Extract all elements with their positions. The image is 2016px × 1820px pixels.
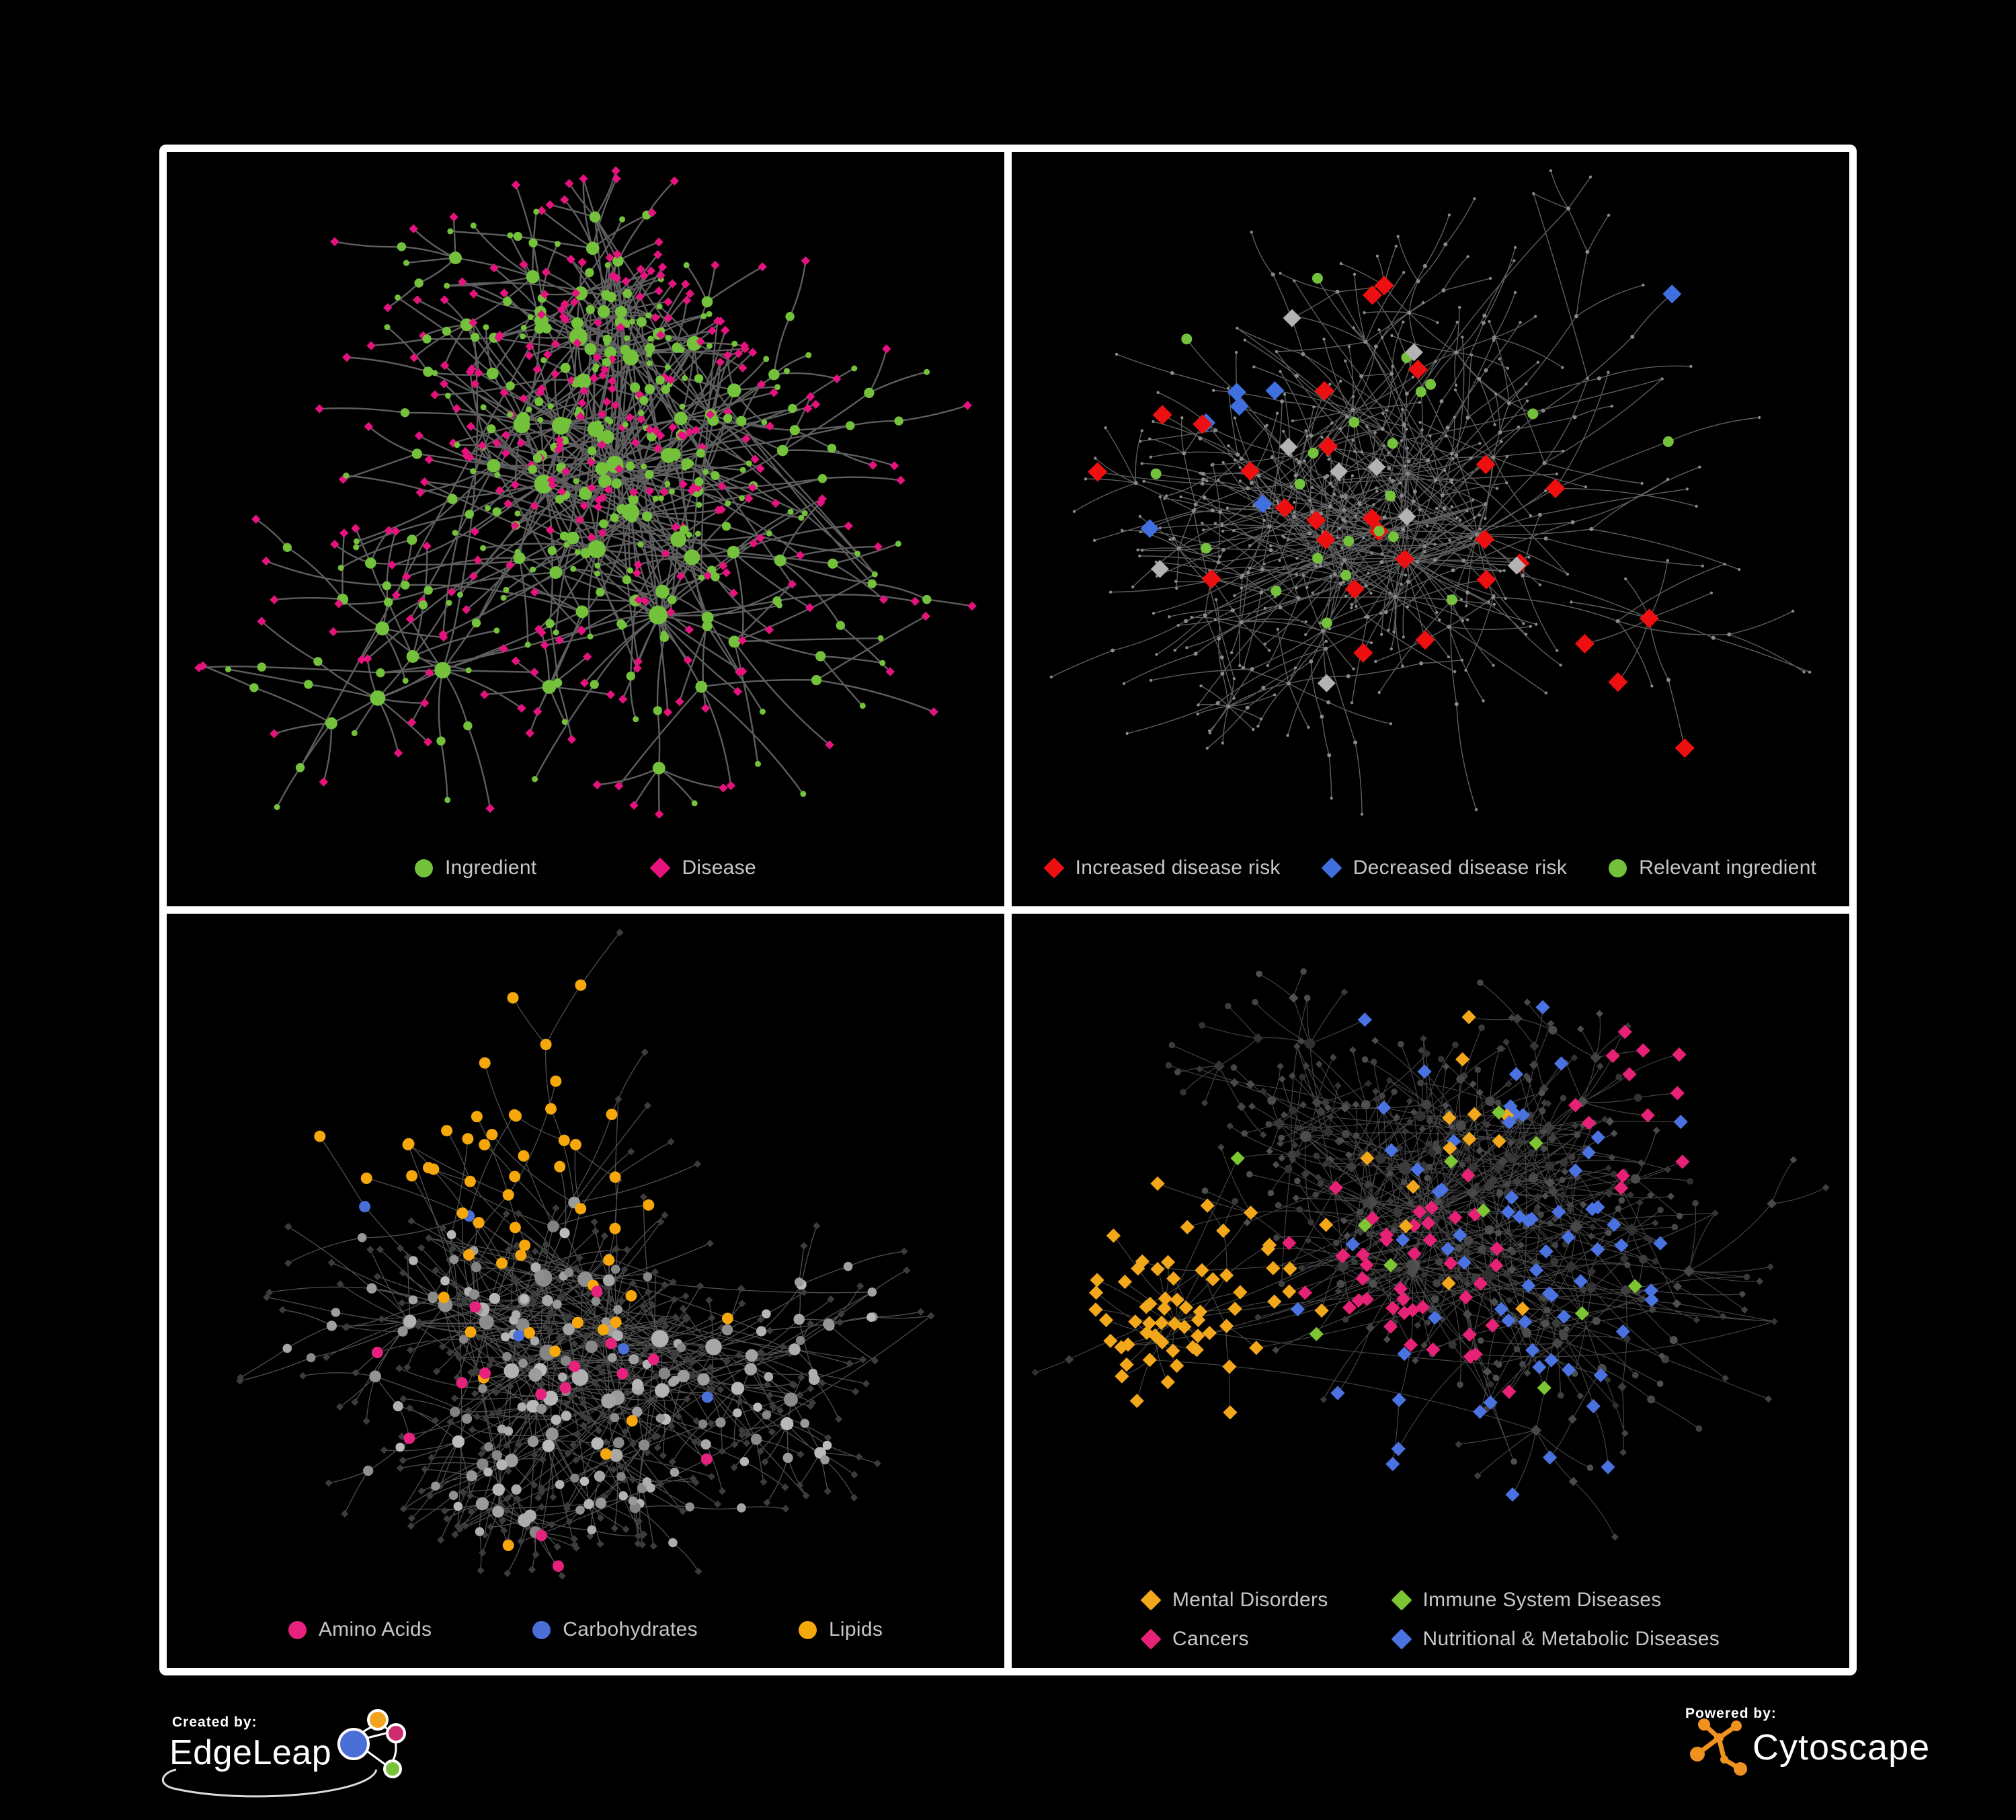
edgeleap-node-magenta [386, 1723, 406, 1743]
legend-circle-marker [532, 1620, 551, 1639]
edgeleap-brand: Created by: EdgeLeap [161, 1702, 430, 1817]
legend-label: Relevant ingredient [1639, 857, 1817, 879]
nutrient-classes-network [236, 928, 935, 1580]
legend-circle-marker [1609, 859, 1627, 877]
legend-item: Cancers [1140, 1628, 1328, 1651]
legend-item: Decreased disease risk [1321, 857, 1568, 879]
ingredient-disease-network [194, 166, 977, 819]
powered-by-label: Powered by: [1685, 1706, 1777, 1721]
legend-circle-marker [415, 859, 434, 877]
legend-label: Cancers [1172, 1628, 1249, 1650]
legend-diamond-marker [1140, 1589, 1162, 1611]
panel-disease-risk: Increased disease risk Decreased disease … [1012, 152, 1849, 906]
legend-circle-marker [798, 1620, 817, 1639]
legend-item: Increased disease risk [1043, 857, 1281, 879]
legend-item: Carbohydrates [532, 1618, 698, 1641]
legend-label: Lipids [828, 1618, 883, 1640]
legend-label: Immune System Diseases [1422, 1589, 1662, 1611]
legend-label: Nutritional & Metabolic Diseases [1422, 1628, 1720, 1650]
legend-diamond-marker [1043, 857, 1065, 879]
cytoscape-brand-name: Cytoscape [1752, 1727, 1930, 1768]
legend-diamond-marker [1390, 1628, 1412, 1650]
disease-risk-legend: Increased disease risk Decreased disease … [1012, 857, 1849, 879]
legend-item: Lipids [798, 1618, 883, 1641]
legend-label: Mental Disorders [1172, 1589, 1328, 1611]
legend-label: Disease [682, 857, 756, 879]
legend-label: Carbohydrates [563, 1618, 698, 1640]
edgeleap-brand-name: EdgeLeap [169, 1733, 331, 1772]
legend-item: Immune System Diseases [1390, 1589, 1720, 1612]
nutrient-classes-legend: Amino Acids Carbohydrates Lipids [167, 1618, 1004, 1641]
panel-ingredient-disease: Ingredient Disease [167, 152, 1004, 906]
cytoscape-brand: Powered by: Cytoscape [1683, 1703, 1972, 1790]
legend-diamond-marker [649, 857, 672, 879]
legend-label: Decreased disease risk [1353, 857, 1568, 879]
edgeleap-node-green [383, 1759, 402, 1778]
panel-disease-categories: Mental Disorders Immune System Diseases Ca… [1012, 914, 1849, 1668]
edgeleap-logo: Created by: EdgeLeap [161, 1709, 406, 1798]
legend-diamond-marker [1140, 1628, 1162, 1650]
disease-categories-legend: Mental Disorders Immune System Diseases Ca… [1012, 1589, 1849, 1651]
legend-item: Relevant ingredient [1609, 857, 1816, 879]
legend-item: Disease [649, 857, 756, 879]
panel-grid: Ingredient Disease Increased disease risk… [159, 145, 1857, 1675]
legend-item: Amino Acids [288, 1618, 432, 1641]
disease-categories-network [1031, 968, 1830, 1541]
created-by-label: Created by: [172, 1714, 257, 1730]
disease-risk-network [1049, 169, 1812, 816]
ingredient-disease-legend: Ingredient Disease [167, 857, 1004, 879]
legend-circle-marker [288, 1620, 307, 1639]
legend-item: Ingredient [415, 857, 536, 879]
legend-item: Mental Disorders [1140, 1589, 1328, 1612]
cytoscape-logo: Powered by: Cytoscape [1685, 1706, 1930, 1776]
edgeleap-node-orange [367, 1709, 389, 1731]
edgeleap-node-blue [337, 1728, 370, 1760]
legend-label: Increased disease risk [1075, 857, 1281, 879]
panel-nutrient-classes: Amino Acids Carbohydrates Lipids [167, 914, 1004, 1668]
edgeleap-swoosh [161, 1768, 378, 1798]
legend-diamond-marker [1321, 857, 1342, 879]
legend-item: Nutritional & Metabolic Diseases [1390, 1628, 1720, 1651]
cytoscape-logo-icon [1690, 1718, 1747, 1776]
legend-label: Ingredient [445, 857, 537, 879]
legend-diamond-marker [1390, 1589, 1412, 1611]
legend-label: Amino Acids [318, 1618, 432, 1640]
